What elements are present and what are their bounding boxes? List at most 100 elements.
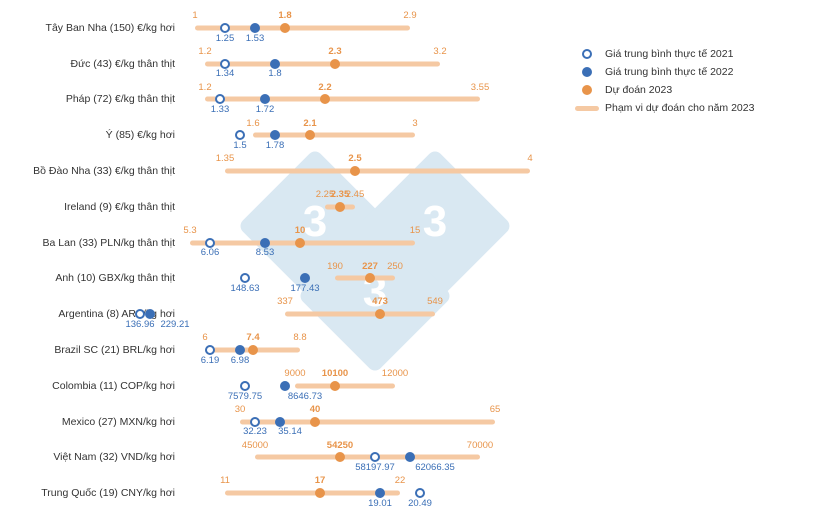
value-label: 1.78 [266,140,285,151]
row-plot: 190250148.63177.43227 [185,261,570,297]
range-max-label: 15 [410,225,421,236]
row-plot: 9000120007579.758646.7310100 [185,368,570,404]
value-label: 7.4 [246,332,259,343]
range-min-label: 1.6 [246,118,259,129]
marker-2023 [330,59,340,69]
forecast-range-bar [285,312,435,317]
range-min-label: 9000 [284,368,305,379]
marker-2021 [135,309,145,319]
range-min-label: 45000 [242,440,268,451]
value-label: 1.72 [256,104,275,115]
legend-swatch [575,49,599,59]
row-label: Colombia (11) COP/kg hơi [0,380,185,392]
value-label: 10 [295,225,306,236]
range-min-label: 5.3 [183,225,196,236]
marker-2021 [250,417,260,427]
value-label: 229.21 [160,319,189,330]
row-plot: 5.3156.068.5310 [185,225,570,261]
range-max-label: 12000 [382,368,408,379]
chart-legend: Giá trung bình thực tế 2021Giá trung bìn… [575,48,754,120]
row-plot: 1.631.51.782.1 [185,117,570,153]
marker-2022 [270,130,280,140]
marker-2022 [300,273,310,283]
marker-2021 [240,381,250,391]
value-label: 8.53 [256,247,275,258]
legend-label: Dự đoán 2023 [605,84,672,96]
range-max-label: 70000 [467,440,493,451]
value-label: 177.43 [290,283,319,294]
marker-2022 [405,452,415,462]
row-label: Brazil SC (21) BRL/kg hơi [0,344,185,356]
row-plot: 2.252.452.35 [185,189,570,225]
value-label: 6.19 [201,355,220,366]
marker-2022 [270,59,280,69]
row-plot: 1.23.21.341.82.3 [185,46,570,82]
row-plot: 1.23.551.331.722.2 [185,82,570,118]
marker-2021 [205,238,215,248]
chart-row: Pháp (72) €/kg thân thịt1.23.551.331.722… [0,82,570,118]
marker-2021 [240,273,250,283]
legend-label: Giá trung bình thực tế 2021 [605,48,733,60]
range-max-label: 22 [395,475,406,486]
value-label: 2.2 [318,82,331,93]
range-max-label: 250 [387,261,403,272]
marker-2023 [365,273,375,283]
value-label: 54250 [327,440,353,451]
chart-row: Việt Nam (32) VND/kg hơi450007000058197.… [0,440,570,476]
value-label: 40 [310,404,321,415]
marker-2023 [280,23,290,33]
range-min-label: 11 [220,475,230,486]
chart-row: Trung Quốc (19) CNY/kg hơi112220.4919.01… [0,475,570,511]
forecast-range-bar [205,97,480,102]
value-label: 1.8 [268,68,281,79]
row-plot: 12.91.251.531.8 [185,10,570,46]
range-max-label: 3.2 [433,46,446,57]
row-plot: 337549136.96229.21473 [185,296,570,332]
forecast-range-bar [205,61,440,66]
chart-row: Bồ Đào Nha (33) €/kg thân thịt1.3542.5 [0,153,570,189]
chart-row: Ba Lan (33) PLN/kg thân thịt5.3156.068.5… [0,225,570,261]
marker-2023 [305,130,315,140]
legend-item: Phạm vi dự đoán cho năm 2023 [575,102,754,114]
chart-row: Brazil SC (21) BRL/kg hơi68.86.196.987.4 [0,332,570,368]
legend-item: Giá trung bình thực tế 2021 [575,48,754,60]
value-label: 19.01 [368,498,392,509]
range-min-label: 1.2 [198,82,211,93]
range-min-label: 337 [277,296,293,307]
value-label: 8646.73 [288,391,322,402]
marker-2023 [375,309,385,319]
range-min-label: 1.35 [216,153,235,164]
marker-2022 [145,309,155,319]
row-label: Anh (10) GBX/kg thân thịt [0,272,185,284]
forecast-range-bar [255,455,480,460]
price-forecast-chart: Tây Ban Nha (150) €/kg hơi12.91.251.531.… [0,10,570,512]
row-label: Pháp (72) €/kg thân thịt [0,93,185,105]
chart-row: Đức (43) €/kg thân thịt1.23.21.341.82.3 [0,46,570,82]
value-label: 1.33 [211,104,230,115]
range-min-label: 30 [235,404,246,415]
value-label: 227 [362,261,378,272]
range-max-label: 2.9 [403,10,416,21]
value-label: 17 [315,475,326,486]
value-label: 35.14 [278,426,302,437]
legend-swatch [575,67,599,77]
value-label: 1.8 [278,10,291,21]
marker-2023 [320,94,330,104]
row-plot: 112220.4919.0117 [185,475,570,511]
value-label: 6.98 [231,355,250,366]
row-label: Ireland (9) €/kg thân thịt [0,201,185,213]
legend-item: Dự đoán 2023 [575,84,754,96]
row-plot: 30 65 32.23 35.14 40 [185,404,570,440]
marker-2021 [205,345,215,355]
range-min-label: 1.2 [198,46,211,57]
marker-2023 [335,452,345,462]
range-max-label: 65 [490,404,501,415]
row-plot: 1.3542.5 [185,153,570,189]
value-label: 7579.75 [228,391,262,402]
value-label: 32.23 [243,426,267,437]
row-label: Tây Ban Nha (150) €/kg hơi [0,22,185,34]
row-label: Ba Lan (33) PLN/kg thân thịt [0,237,185,249]
value-label: 1.53 [246,33,265,44]
chart-row: Colombia (11) COP/kg hơi 9000 12000 7579.75… [0,368,570,404]
range-min-label: 190 [327,261,343,272]
